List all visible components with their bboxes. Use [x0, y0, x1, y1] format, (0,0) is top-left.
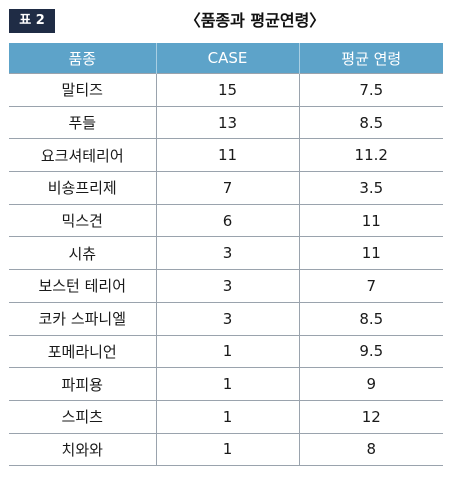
cell-breed: 포메라니언 — [9, 334, 157, 368]
cell-case: 15 — [156, 73, 300, 107]
cell-average-age: 8.5 — [299, 105, 443, 139]
cell-average-age: 9.5 — [299, 334, 443, 368]
cell-case: 3 — [156, 269, 300, 303]
table-row: 코카 스파니엘 3 8.5 — [9, 301, 443, 335]
cell-case: 13 — [156, 105, 300, 139]
cell-breed: 코카 스파니엘 — [9, 301, 157, 335]
table-title: 〈품종과 평균연령〉 — [184, 11, 326, 30]
table-row: 시츄 3 11 — [9, 236, 443, 270]
cell-average-age: 12 — [299, 399, 443, 434]
cell-average-age: 11.2 — [299, 138, 443, 172]
cell-case: 3 — [156, 236, 300, 270]
cell-average-age: 7 — [299, 269, 443, 303]
cell-breed: 말티즈 — [9, 73, 157, 107]
column-header-breed: 품종 — [9, 43, 157, 74]
cell-case: 1 — [156, 432, 300, 467]
table-row: 스피츠 1 12 — [9, 399, 443, 434]
table-row: 말티즈 15 7.5 — [9, 73, 443, 107]
cell-breed: 비숑프리제 — [9, 171, 157, 205]
cell-case: 6 — [156, 203, 300, 237]
cell-breed: 믹스견 — [9, 203, 157, 237]
cell-case: 1 — [156, 399, 300, 434]
table-row: 푸들 13 8.5 — [9, 105, 443, 139]
table-row: 치와와 1 8 — [9, 432, 443, 467]
table-header-row: 품종 CASE 평균 연령 — [9, 43, 443, 74]
cell-breed: 파피용 — [9, 367, 157, 401]
table-row: 파피용 1 9 — [9, 367, 443, 401]
cell-average-age: 8.5 — [299, 301, 443, 335]
table-row: 보스턴 테리어 3 7 — [9, 269, 443, 303]
table-caption: 표 2 〈품종과 평균연령〉 — [0, 0, 450, 42]
cell-case: 11 — [156, 138, 300, 172]
breed-age-table: 품종 CASE 평균 연령 말티즈 15 7.5 푸들 13 8.5 요크셔테리… — [9, 43, 443, 467]
column-header-case: CASE — [156, 43, 300, 74]
cell-average-age: 7.5 — [299, 73, 443, 107]
table-row: 요크셔테리어 11 11.2 — [9, 138, 443, 172]
cell-case: 3 — [156, 301, 300, 335]
table-row: 믹스견 6 11 — [9, 203, 443, 237]
cell-breed: 요크셔테리어 — [9, 138, 157, 172]
cell-breed: 치와와 — [9, 432, 157, 467]
table-row: 비숑프리제 7 3.5 — [9, 171, 443, 205]
cell-case: 7 — [156, 171, 300, 205]
table-row: 포메라니언 1 9.5 — [9, 334, 443, 368]
cell-average-age: 3.5 — [299, 171, 443, 205]
cell-breed: 푸들 — [9, 105, 157, 139]
cell-average-age: 9 — [299, 367, 443, 401]
cell-average-age: 11 — [299, 203, 443, 237]
column-header-average-age: 평균 연령 — [299, 43, 443, 74]
cell-average-age: 8 — [299, 432, 443, 467]
cell-breed: 보스턴 테리어 — [9, 269, 157, 303]
cell-case: 1 — [156, 334, 300, 368]
cell-breed: 시츄 — [9, 236, 157, 270]
cell-breed: 스피츠 — [9, 399, 157, 434]
cell-case: 1 — [156, 367, 300, 401]
table-number-badge: 표 2 — [9, 9, 55, 33]
cell-average-age: 11 — [299, 236, 443, 270]
